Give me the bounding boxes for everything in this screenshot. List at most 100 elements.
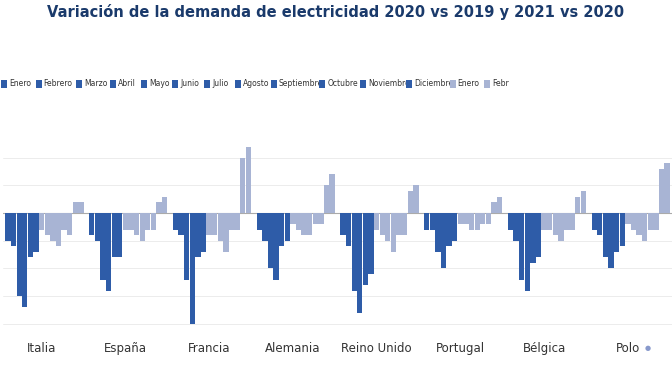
Bar <box>463 213 468 224</box>
Bar <box>519 213 524 279</box>
Bar <box>357 213 362 313</box>
Bar <box>603 213 608 257</box>
Bar <box>581 191 586 213</box>
Bar <box>608 213 614 269</box>
Bar <box>319 213 323 224</box>
Bar <box>312 213 318 224</box>
Bar <box>267 213 273 269</box>
Bar <box>597 213 603 235</box>
Bar <box>329 174 335 213</box>
Bar <box>614 213 620 252</box>
Bar <box>44 213 50 235</box>
Bar <box>625 213 630 224</box>
Bar <box>257 213 262 230</box>
Bar <box>100 213 106 279</box>
Text: Agosto: Agosto <box>243 79 269 88</box>
Text: Enero: Enero <box>9 79 32 88</box>
Bar <box>39 213 44 230</box>
Bar <box>547 213 552 230</box>
Bar <box>491 202 497 213</box>
Bar <box>564 213 569 230</box>
Bar <box>642 213 647 241</box>
Bar <box>223 213 228 252</box>
Bar <box>441 213 446 269</box>
Text: Julio: Julio <box>212 79 228 88</box>
Bar <box>324 186 329 213</box>
Bar <box>11 213 16 246</box>
Text: Marzo: Marzo <box>84 79 108 88</box>
Bar <box>262 213 267 241</box>
Bar <box>22 213 28 307</box>
Bar <box>536 213 541 257</box>
Bar <box>89 213 94 235</box>
Bar <box>218 213 223 241</box>
Bar <box>274 213 279 279</box>
Bar <box>525 213 530 291</box>
Bar <box>413 186 419 213</box>
Bar <box>424 213 429 230</box>
Bar <box>240 158 245 213</box>
Bar <box>435 213 441 252</box>
Bar <box>469 213 474 230</box>
Bar <box>346 213 351 246</box>
Bar <box>123 213 128 230</box>
Bar <box>151 213 156 230</box>
Bar <box>17 213 22 296</box>
Bar <box>212 213 217 235</box>
Bar <box>653 213 659 230</box>
Bar <box>157 202 162 213</box>
Bar <box>402 213 407 235</box>
Bar <box>201 213 206 252</box>
Bar <box>665 163 670 213</box>
Bar <box>145 213 151 230</box>
Text: Noviembre: Noviembre <box>368 79 410 88</box>
Bar <box>95 213 100 241</box>
Text: Enero: Enero <box>458 79 480 88</box>
Bar <box>530 213 536 263</box>
Text: Junio: Junio <box>180 79 199 88</box>
Bar <box>285 213 290 241</box>
Bar <box>184 213 190 279</box>
Bar <box>497 196 502 213</box>
Text: Abril: Abril <box>118 79 136 88</box>
Bar <box>474 213 480 230</box>
Bar <box>106 213 112 291</box>
Bar <box>513 213 519 241</box>
Bar <box>56 213 61 246</box>
Text: Septiembre: Septiembre <box>279 79 323 88</box>
Bar <box>140 213 145 241</box>
Bar <box>648 213 653 230</box>
Bar <box>112 213 117 257</box>
Bar <box>50 213 56 241</box>
Text: Octubre: Octubre <box>327 79 358 88</box>
Text: Febrero: Febrero <box>44 79 73 88</box>
Bar <box>591 213 597 230</box>
Bar <box>542 213 547 230</box>
Bar <box>28 213 33 257</box>
Bar <box>569 213 575 230</box>
Bar <box>368 213 374 274</box>
Bar <box>458 213 463 224</box>
Bar <box>340 213 345 235</box>
Bar <box>631 213 636 230</box>
Bar <box>196 213 200 257</box>
Bar <box>5 213 11 241</box>
Text: ●: ● <box>645 345 651 351</box>
Bar <box>385 213 390 241</box>
Bar <box>190 213 195 324</box>
Bar <box>279 213 284 246</box>
Bar <box>480 213 485 224</box>
Bar <box>380 213 385 235</box>
Text: Febr: Febr <box>492 79 509 88</box>
Bar <box>246 147 251 213</box>
Bar <box>302 213 306 235</box>
Bar <box>235 213 240 230</box>
Bar <box>452 213 458 241</box>
Text: Variación de la demanda de electricidad 2020 vs 2019 y 2021 vs 2020: Variación de la demanda de electricidad … <box>48 4 624 20</box>
Bar <box>128 213 134 230</box>
Bar <box>408 191 413 213</box>
Bar <box>296 213 301 230</box>
Bar <box>78 202 83 213</box>
Bar <box>508 213 513 230</box>
Bar <box>620 213 625 246</box>
